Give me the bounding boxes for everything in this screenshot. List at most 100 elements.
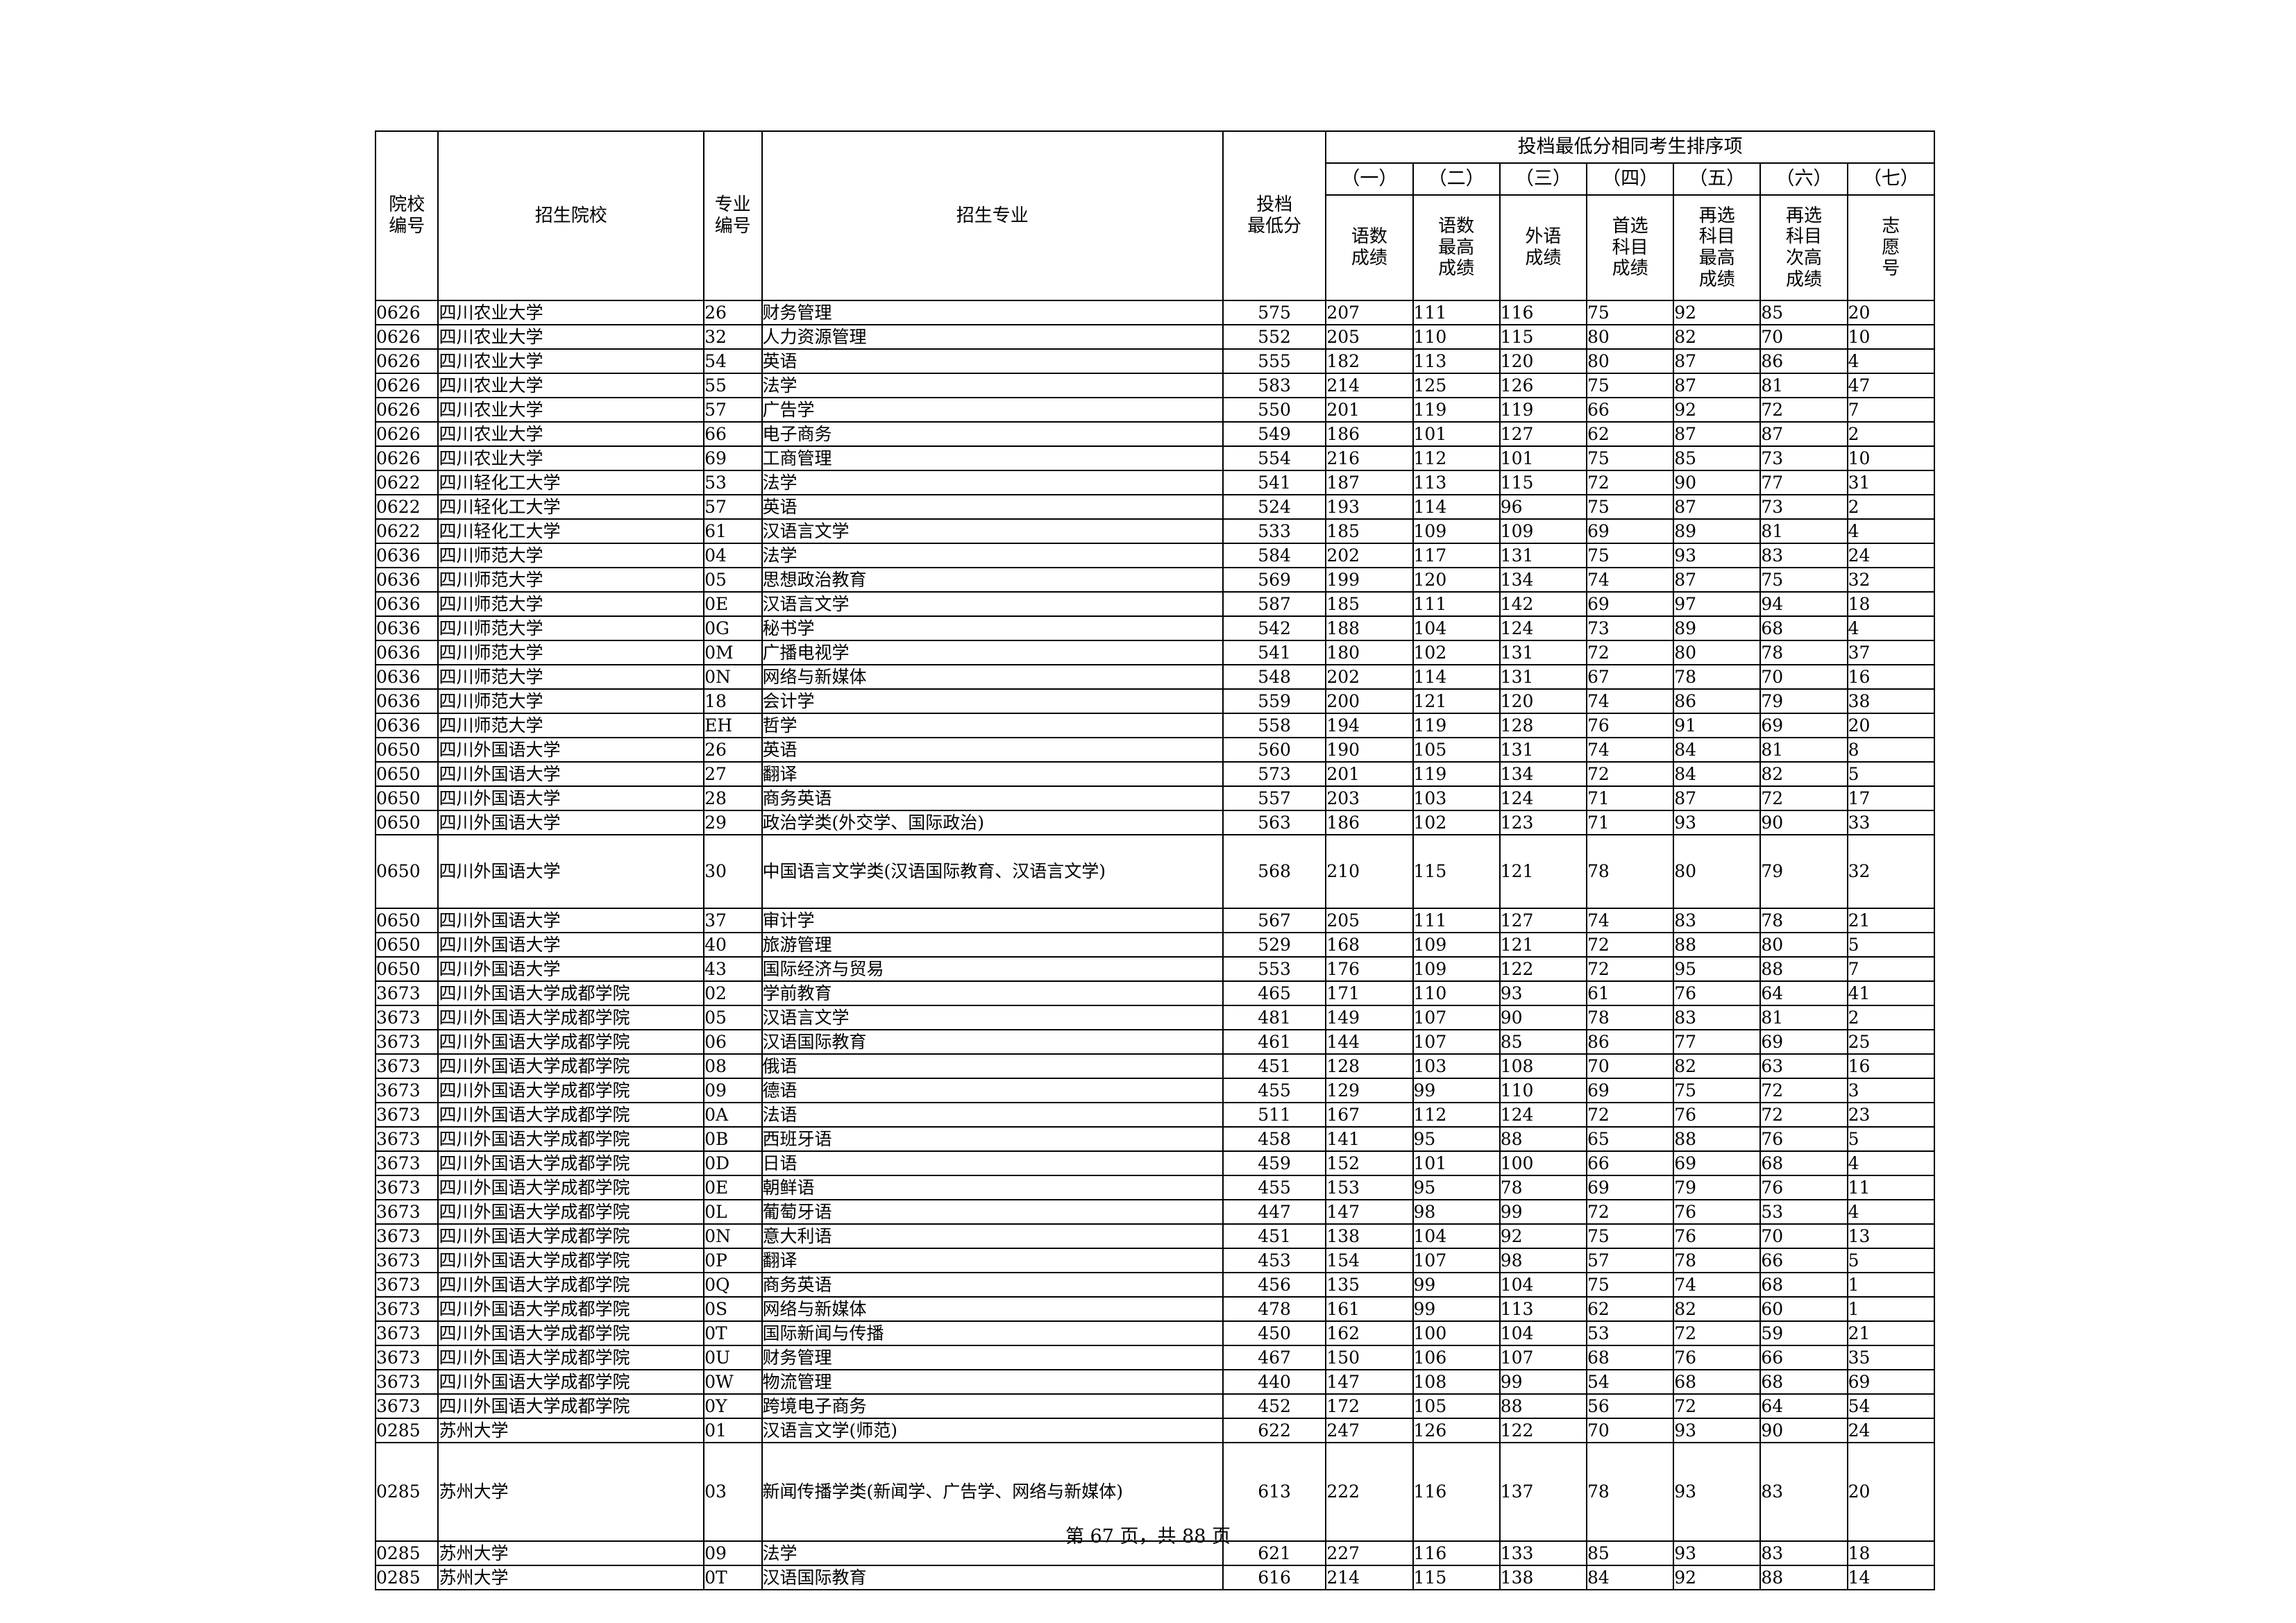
col-header-roman-6: （六） xyxy=(1759,162,1848,196)
table-row: 0650 四川外国语大学 28 商务英语 557 203 103 124 71 87 72 17 xyxy=(374,785,1936,811)
cell-school-code: 3673 xyxy=(374,1369,439,1395)
cell-rank-item-5: 77 xyxy=(1673,1029,1762,1055)
cell-school-name: 四川外国语大学 xyxy=(437,908,705,933)
table-row: 3673 四川外国语大学成都学院 0T 国际新闻与传播 450 162 100 104 53 72… xyxy=(374,1320,1936,1346)
cell-rank-item-2: 126 xyxy=(1412,1418,1501,1443)
cell-min-score: 467 xyxy=(1222,1345,1327,1370)
cell-rank-item-4: 57 xyxy=(1585,1248,1675,1273)
cell-rank-item-3: 99 xyxy=(1499,1199,1587,1225)
cell-rank-item-1: 205 xyxy=(1325,908,1414,933)
cell-rank-item-4: 56 xyxy=(1585,1393,1675,1419)
cell-rank-item-4: 71 xyxy=(1585,785,1675,811)
cell-rank-item-2: 102 xyxy=(1412,640,1501,665)
cell-rank-item-1: 214 xyxy=(1325,1565,1414,1590)
cell-rank-item-6: 83 xyxy=(1759,1442,1848,1542)
cell-rank-item-3: 104 xyxy=(1499,1320,1587,1346)
cell-rank-item-5: 74 xyxy=(1673,1272,1762,1298)
cell-rank-item-7: 31 xyxy=(1846,470,1936,495)
cell-major-code: 0E xyxy=(703,1175,763,1200)
cell-rank-item-1: 188 xyxy=(1325,615,1414,641)
table-row: 3673 四川外国语大学成都学院 0A 法语 511 167 112 124 72 76 72 23 xyxy=(374,1102,1936,1128)
cell-major-name: 网络与新媒体 xyxy=(761,1296,1224,1322)
cell-rank-item-3: 101 xyxy=(1499,445,1587,471)
cell-min-score: 616 xyxy=(1222,1565,1327,1590)
cell-rank-item-5: 93 xyxy=(1673,543,1762,568)
cell-rank-item-1: 203 xyxy=(1325,785,1414,811)
table-row: 0622 四川轻化工大学 61 汉语言文学 533 185 109 109 69 89 81 4 xyxy=(374,518,1936,544)
cell-rank-item-6: 90 xyxy=(1759,810,1848,835)
cell-school-code: 3673 xyxy=(374,1150,439,1176)
cell-school-code: 3673 xyxy=(374,1005,439,1030)
cell-rank-item-2: 120 xyxy=(1412,567,1501,593)
cell-rank-item-6: 78 xyxy=(1759,908,1848,933)
cell-school-name: 苏州大学 xyxy=(437,1442,705,1542)
cell-major-name: 秘书学 xyxy=(761,615,1224,641)
cell-rank-item-4: 74 xyxy=(1585,737,1675,763)
cell-school-name: 四川外国语大学成都学院 xyxy=(437,1296,705,1322)
col-header-roman-2: （二） xyxy=(1412,162,1501,196)
cell-school-name: 四川外国语大学 xyxy=(437,956,705,982)
cell-major-name: 葡萄牙语 xyxy=(761,1199,1224,1225)
cell-rank-item-6: 83 xyxy=(1759,543,1848,568)
cell-rank-item-1: 129 xyxy=(1325,1078,1414,1103)
page-footer: 第 67 页，共 88 页 xyxy=(1065,1526,1231,1547)
cell-school-name: 四川外国语大学成都学院 xyxy=(437,1078,705,1103)
col-header-min-score: 投档 最低分 xyxy=(1222,130,1327,301)
cell-school-code: 0285 xyxy=(374,1540,439,1566)
cell-rank-item-1: 161 xyxy=(1325,1296,1414,1322)
col-header-major-code: 专业 编号 xyxy=(703,130,763,301)
cell-rank-item-3: 120 xyxy=(1499,688,1587,714)
table-row: 0636 四川师范大学 05 思想政治教育 569 199 120 134 74 87 75 32 xyxy=(374,567,1936,593)
cell-rank-item-3: 131 xyxy=(1499,543,1587,568)
cell-rank-item-5: 76 xyxy=(1673,1199,1762,1225)
cell-school-code: 0622 xyxy=(374,518,439,544)
cell-rank-item-1: 193 xyxy=(1325,494,1414,520)
cell-rank-item-6: 87 xyxy=(1759,421,1848,447)
cell-rank-item-2: 101 xyxy=(1412,1150,1501,1176)
cell-school-code: 3673 xyxy=(374,1393,439,1419)
table-row: 3673 四川外国语大学成都学院 0L 葡萄牙语 447 147 98 99 72 76 53 4 xyxy=(374,1199,1936,1225)
cell-major-code: 27 xyxy=(703,761,763,787)
cell-major-name: 哲学 xyxy=(761,713,1224,738)
cell-rank-item-3: 99 xyxy=(1499,1369,1587,1395)
cell-rank-item-6: 69 xyxy=(1759,1029,1848,1055)
cell-rank-item-3: 134 xyxy=(1499,567,1587,593)
cell-rank-item-2: 107 xyxy=(1412,1248,1501,1273)
cell-rank-item-3: 92 xyxy=(1499,1223,1587,1249)
cell-rank-item-4: 54 xyxy=(1585,1369,1675,1395)
cell-rank-item-5: 86 xyxy=(1673,688,1762,714)
cell-rank-item-1: 144 xyxy=(1325,1029,1414,1055)
cell-rank-item-4: 78 xyxy=(1585,1442,1675,1542)
cell-rank-item-1: 128 xyxy=(1325,1053,1414,1079)
cell-rank-item-2: 108 xyxy=(1412,1369,1501,1395)
cell-school-code: 3673 xyxy=(374,1175,439,1200)
cell-major-code: 0T xyxy=(703,1565,763,1590)
cell-school-name: 四川外国语大学成都学院 xyxy=(437,1345,705,1370)
cell-school-name: 四川外国语大学 xyxy=(437,810,705,835)
cell-rank-item-2: 95 xyxy=(1412,1126,1501,1152)
cell-rank-item-4: 75 xyxy=(1585,445,1675,471)
cell-rank-item-7: 25 xyxy=(1846,1029,1936,1055)
cell-min-score: 529 xyxy=(1222,932,1327,958)
cell-rank-item-1: 182 xyxy=(1325,348,1414,374)
cell-rank-item-4: 69 xyxy=(1585,1175,1675,1200)
cell-min-score: 542 xyxy=(1222,615,1327,641)
cell-major-name: 新闻传播学类(新闻学、广告学、网络与新媒体) xyxy=(761,1442,1224,1542)
cell-rank-item-1: 185 xyxy=(1325,518,1414,544)
col-header-roman-7: （七） xyxy=(1846,162,1936,196)
cell-rank-item-6: 70 xyxy=(1759,664,1848,690)
cell-rank-item-7: 47 xyxy=(1846,373,1936,398)
cell-rank-item-7: 4 xyxy=(1846,518,1936,544)
cell-rank-item-5: 83 xyxy=(1673,908,1762,933)
cell-rank-item-2: 104 xyxy=(1412,615,1501,641)
cell-school-name: 四川轻化工大学 xyxy=(437,470,705,495)
cell-school-name: 四川轻化工大学 xyxy=(437,494,705,520)
cell-school-name: 四川外国语大学 xyxy=(437,761,705,787)
cell-rank-item-2: 110 xyxy=(1412,324,1501,350)
cell-major-name: 翻译 xyxy=(761,761,1224,787)
cell-rank-item-6: 78 xyxy=(1759,640,1848,665)
cell-school-code: 0636 xyxy=(374,591,439,617)
cell-school-name: 四川外国语大学 xyxy=(437,737,705,763)
cell-min-score: 541 xyxy=(1222,470,1327,495)
cell-min-score: 553 xyxy=(1222,956,1327,982)
